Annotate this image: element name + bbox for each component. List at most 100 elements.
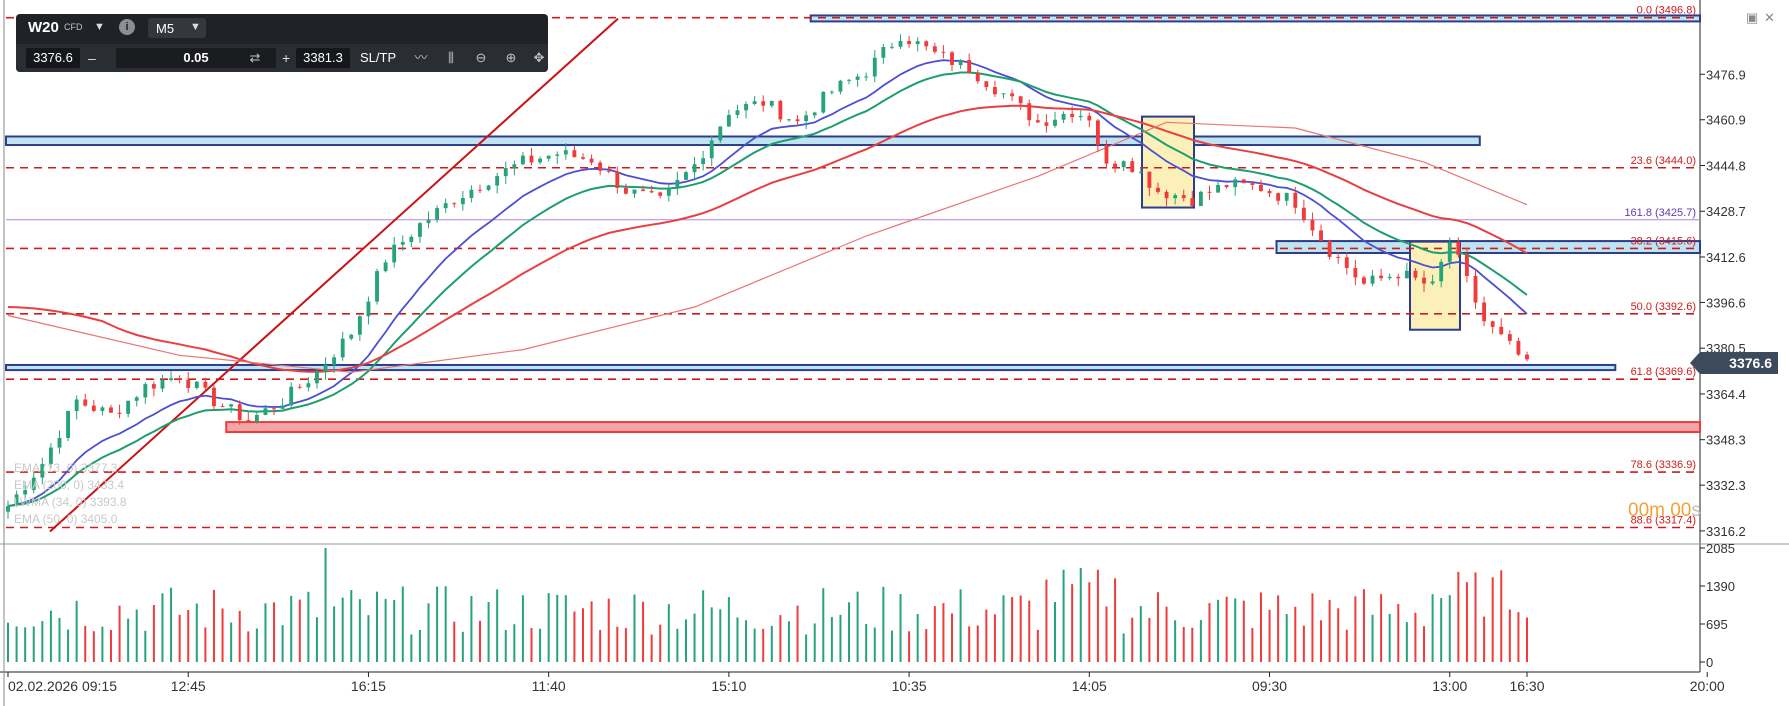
candle-body (100, 407, 105, 411)
volume-bar (358, 599, 361, 662)
candle-body (1482, 302, 1487, 322)
volume-bar (350, 590, 353, 662)
candle-body (143, 384, 148, 398)
buy-price-button[interactable]: 3381.3 (296, 48, 350, 68)
candle-body (1164, 191, 1169, 199)
volume-bar (573, 611, 576, 662)
sltp-button[interactable]: SL/TP (360, 50, 397, 65)
swap-icon[interactable]: ⇄ (249, 50, 261, 65)
price-tick-label: 3316.2 (1706, 524, 1746, 539)
volume-bar (959, 589, 962, 662)
fib-label: 0.0 (3496.8) (1637, 5, 1696, 17)
symbol-name[interactable]: W20 (28, 19, 59, 36)
volume-bar (1431, 594, 1434, 662)
volume-bar (324, 548, 327, 662)
candle-body (787, 119, 791, 121)
line-chart-icon[interactable]: 〰 (414, 50, 428, 65)
candle-body (898, 40, 903, 47)
volume-bar (470, 595, 473, 662)
volume-bar (178, 614, 181, 662)
candle-body (1061, 113, 1066, 120)
volume-bar (951, 613, 954, 662)
trend-line (49, 17, 619, 533)
time-tick-label: 12:45 (171, 678, 206, 694)
timeframe-select[interactable]: M5 ▼ (148, 18, 206, 38)
zoom-in-icon[interactable]: ⊕ (505, 50, 517, 65)
volume-bar (315, 617, 318, 662)
volume-bar (1122, 633, 1125, 662)
time-tick-label: 02.02.2026 09:15 (8, 678, 117, 694)
candle-body (48, 447, 53, 465)
candle-body (1233, 179, 1238, 188)
volume-bar (1397, 604, 1400, 662)
volume-bar (109, 629, 112, 662)
time-tick-label: 16:30 (1509, 678, 1544, 694)
volume-bar (1517, 612, 1520, 662)
candle-body (1396, 276, 1401, 279)
candle-body (340, 338, 345, 358)
quantity-input[interactable]: 0.05 (116, 48, 276, 68)
time-tick-label: 16:15 (351, 678, 386, 694)
volume-bar (1096, 569, 1099, 662)
candle-body (1344, 257, 1349, 269)
candle-body (684, 172, 688, 180)
candle-body (83, 399, 88, 406)
current-price-tag: 3376.6 (1690, 352, 1778, 374)
volume-bar (418, 629, 421, 662)
move-icon[interactable]: ✥ (533, 50, 545, 65)
volume-bar (702, 590, 705, 662)
time-tick-label: 15:10 (711, 678, 746, 694)
volume-bar (1019, 595, 1022, 662)
info-icon[interactable]: i (119, 19, 135, 35)
volume-bar (856, 591, 859, 662)
volume-bar (410, 634, 413, 662)
candle-body (14, 494, 19, 507)
time-tick-label: 09:30 (1252, 678, 1287, 694)
quantity-increase-button[interactable]: + (282, 50, 291, 66)
candle-body (254, 414, 259, 422)
candle-body (761, 101, 766, 106)
minimize-icon[interactable]: ▣ (1746, 10, 1759, 25)
candle-body (615, 171, 620, 188)
candle-body (186, 379, 191, 388)
legend-item: LWMA (34, 0) 3393.8 (14, 495, 127, 509)
candle-body (23, 490, 28, 495)
candle-body (941, 51, 946, 53)
candle-body (366, 301, 371, 317)
volume-bar (882, 586, 885, 662)
volume-bar (1474, 572, 1477, 662)
volume-bar (607, 598, 610, 662)
quantity-decrease-button[interactable]: – (88, 50, 96, 66)
candle-body (91, 405, 96, 411)
candle-body (297, 386, 302, 388)
volume-bar (770, 625, 773, 662)
volume-bar (925, 629, 928, 662)
close-icon[interactable]: ✕ (1764, 10, 1775, 25)
candle-body (1224, 184, 1229, 188)
candle-body (726, 114, 731, 127)
candle-body (1456, 242, 1461, 255)
zoom-out-icon[interactable]: ⊖ (475, 50, 487, 65)
candle-body (57, 438, 62, 448)
candle-body (1413, 270, 1418, 278)
volume-bar (1234, 598, 1237, 662)
chevron-down-icon: ▼ (190, 21, 201, 33)
volume-bar (290, 595, 293, 662)
volume-bar (384, 598, 387, 662)
sell-price-button[interactable]: 3376.6 (26, 48, 80, 68)
volume-bar (212, 589, 215, 662)
candle-body (306, 383, 311, 388)
symbol-dropdown-icon[interactable]: ▼ (94, 21, 105, 33)
volume-bar (710, 607, 713, 662)
volume-bar (1423, 626, 1426, 662)
candle-body (1276, 193, 1281, 201)
volume-bar (152, 604, 155, 662)
candle-body (520, 155, 525, 165)
volume-bar (968, 626, 971, 662)
candles-icon[interactable]: ⫼ (448, 50, 454, 65)
volume-bar (1079, 567, 1082, 662)
candle-body (443, 203, 448, 209)
volume-bar (341, 597, 344, 662)
candle-body (864, 76, 869, 78)
